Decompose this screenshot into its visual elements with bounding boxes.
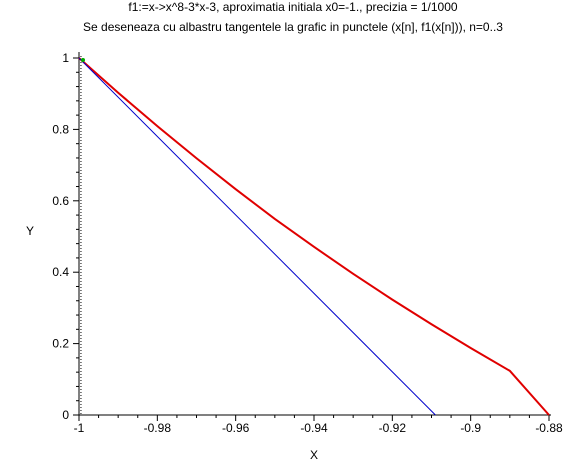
chart-subtitle: Se deseneaza cu albastru tangentele la g… — [83, 20, 503, 34]
chart-title: f1:=x->x^8-3*x-3, aproximatia initiala x… — [128, 0, 458, 14]
x-tick-label: -0.92 — [379, 421, 407, 435]
y-tick-label: 1 — [62, 51, 69, 65]
y-tick-label: 0.2 — [52, 337, 69, 351]
x-tick-label: -0.96 — [222, 421, 250, 435]
y-tick-label: 0.4 — [52, 265, 69, 279]
point-marker — [81, 58, 85, 62]
tangent-line — [78, 57, 436, 416]
x-axis-label: X — [310, 448, 318, 462]
function-curve — [78, 57, 550, 416]
x-tick-label: -0.88 — [535, 421, 563, 435]
x-tick-label: -0.94 — [300, 421, 328, 435]
x-tick-label: -0.98 — [144, 421, 172, 435]
y-tick-label: 0.6 — [52, 194, 69, 208]
y-tick-label: 0 — [62, 408, 69, 422]
y-tick-label: 0.8 — [52, 122, 69, 136]
x-tick-label: -1 — [74, 421, 85, 435]
y-axis-label: Y — [26, 224, 34, 238]
x-tick-label: -0.9 — [460, 421, 481, 435]
